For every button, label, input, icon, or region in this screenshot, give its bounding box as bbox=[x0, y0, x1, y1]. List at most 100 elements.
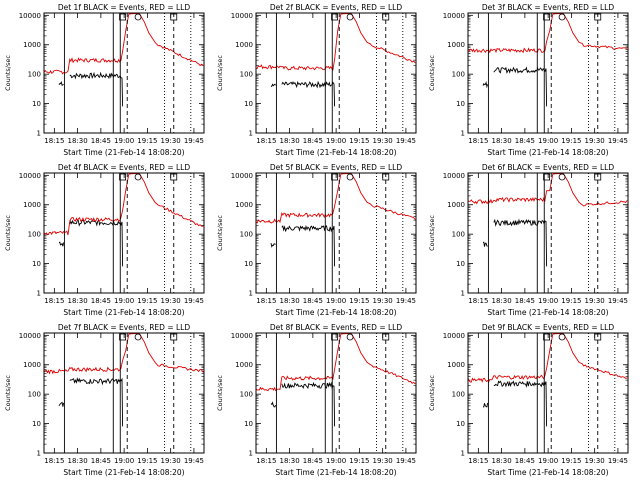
panel-title: Det 7f BLACK = Events, RED = LLD bbox=[58, 323, 191, 332]
x-tick-label: 19:15 bbox=[137, 297, 157, 305]
panel-det-8: Det 8f BLACK = Events, RED = LLD Counts/s… bbox=[216, 323, 417, 477]
y-tick-label: 10 bbox=[244, 420, 253, 428]
y-tick-label: 10 bbox=[32, 260, 41, 268]
events-early-segment bbox=[482, 81, 489, 89]
plot-frame bbox=[43, 12, 205, 134]
x-tick-label: 18:15 bbox=[44, 457, 64, 465]
x-tick-label: 18:45 bbox=[303, 297, 323, 305]
top-marker-box bbox=[382, 173, 390, 181]
top-marker-box bbox=[119, 13, 126, 21]
panel-title: Det 4f BLACK = Events, RED = LLD bbox=[58, 163, 191, 172]
events-line bbox=[493, 380, 548, 427]
x-tick-label: 18:15 bbox=[256, 297, 276, 305]
events-line bbox=[281, 80, 336, 107]
panel-det-7: Det 7f BLACK = Events, RED = LLD Counts/s… bbox=[4, 323, 205, 477]
events-line bbox=[493, 66, 548, 107]
x-tick-label: 18:15 bbox=[44, 297, 64, 305]
y-tick-label: 100 bbox=[452, 231, 465, 239]
y-tick-label: 1000 bbox=[235, 201, 253, 209]
y-axis-label: Counts/sec bbox=[216, 215, 224, 251]
y-axis-label: Counts/sec bbox=[4, 55, 12, 91]
x-tick-label: 19:30 bbox=[585, 457, 605, 465]
x-tick-label: 19:45 bbox=[184, 297, 204, 305]
lld-line bbox=[467, 13, 628, 54]
x-tick-label: 18:15 bbox=[468, 457, 488, 465]
panel-det-2: Det 2f BLACK = Events, RED = LLD Counts/s… bbox=[216, 3, 417, 157]
x-axis-label: Start Time (21-Feb-14 18:08:20) bbox=[63, 308, 184, 317]
top-marker-box bbox=[170, 13, 178, 21]
x-tick-label: 18:30 bbox=[492, 457, 512, 465]
top-marker-circle bbox=[558, 13, 566, 21]
events-early-segment bbox=[270, 83, 276, 88]
x-tick-label: 18:15 bbox=[468, 137, 488, 145]
x-tick-label: 19:00 bbox=[326, 137, 346, 145]
x-axis-label: Start Time (21-Feb-14 18:08:20) bbox=[63, 148, 184, 157]
y-tick-label: 10000 bbox=[231, 172, 253, 180]
x-tick-label: 19:45 bbox=[184, 457, 204, 465]
y-axis-label: Counts/sec bbox=[4, 215, 12, 251]
events-early-segment bbox=[482, 241, 488, 247]
y-tick-label: 10000 bbox=[19, 172, 41, 180]
panel-title: Det 8f BLACK = Events, RED = LLD bbox=[270, 323, 403, 332]
top-marker-box bbox=[170, 173, 178, 181]
y-tick-label: 1 bbox=[461, 450, 465, 458]
y-axis-label: Counts/sec bbox=[428, 375, 436, 411]
x-tick-label: 18:45 bbox=[91, 297, 111, 305]
x-axis-label: Start Time (21-Feb-14 18:08:20) bbox=[275, 148, 396, 157]
y-tick-label: 100 bbox=[452, 71, 465, 79]
y-tick-label: 10 bbox=[456, 260, 465, 268]
y-tick-label: 1000 bbox=[23, 201, 41, 209]
x-tick-label: 18:15 bbox=[256, 137, 276, 145]
x-tick-label: 19:00 bbox=[538, 297, 558, 305]
panel-title: Det 6f BLACK = Events, RED = LLD bbox=[482, 163, 615, 172]
x-tick-label: 19:00 bbox=[114, 297, 134, 305]
y-tick-label: 10000 bbox=[443, 332, 465, 340]
x-tick-label: 19:00 bbox=[538, 457, 558, 465]
x-axis-label: Start Time (21-Feb-14 18:08:20) bbox=[275, 468, 396, 477]
y-tick-label: 1 bbox=[461, 130, 465, 138]
lld-line bbox=[467, 333, 628, 383]
panel-title: Det 2f BLACK = Events, RED = LLD bbox=[270, 3, 403, 12]
top-marker-circle bbox=[346, 13, 354, 21]
x-tick-label: 19:30 bbox=[585, 297, 605, 305]
x-tick-label: 19:00 bbox=[326, 457, 346, 465]
top-marker-box bbox=[331, 173, 338, 181]
events-early-segment bbox=[270, 401, 277, 408]
y-tick-label: 1 bbox=[249, 450, 253, 458]
x-tick-label: 19:30 bbox=[161, 457, 181, 465]
top-marker-box bbox=[119, 333, 126, 341]
y-tick-label: 100 bbox=[28, 71, 41, 79]
x-tick-label: 18:30 bbox=[280, 137, 300, 145]
y-axis-label: Counts/sec bbox=[216, 55, 224, 91]
x-tick-label: 19:15 bbox=[561, 457, 581, 465]
x-tick-label: 19:30 bbox=[373, 457, 393, 465]
panel-det-5: Det 5f BLACK = Events, RED = LLD Counts/s… bbox=[216, 163, 417, 317]
lld-line bbox=[43, 173, 204, 236]
y-tick-label: 10 bbox=[244, 100, 253, 108]
y-tick-label: 100 bbox=[240, 391, 253, 399]
y-tick-label: 10000 bbox=[19, 12, 41, 20]
y-tick-label: 1000 bbox=[23, 361, 41, 369]
y-tick-label: 10000 bbox=[443, 12, 465, 20]
x-tick-label: 19:15 bbox=[137, 137, 157, 145]
events-early-segment bbox=[58, 81, 64, 87]
x-tick-label: 19:30 bbox=[373, 137, 393, 145]
panel-det-6: Det 6f BLACK = Events, RED = LLD Counts/s… bbox=[428, 163, 629, 317]
plot-frame bbox=[255, 12, 417, 134]
y-tick-label: 1 bbox=[249, 290, 253, 298]
panel-title: Det 3f BLACK = Events, RED = LLD bbox=[482, 3, 615, 12]
y-tick-label: 10000 bbox=[231, 12, 253, 20]
top-marker-circle bbox=[558, 333, 566, 341]
y-tick-label: 10 bbox=[32, 100, 41, 108]
top-marker-box bbox=[543, 333, 550, 341]
top-marker-circle bbox=[134, 13, 142, 21]
x-tick-label: 19:15 bbox=[349, 137, 369, 145]
y-tick-label: 100 bbox=[240, 231, 253, 239]
y-tick-label: 10000 bbox=[443, 172, 465, 180]
x-tick-label: 18:45 bbox=[515, 457, 535, 465]
events-line bbox=[69, 71, 124, 107]
y-tick-label: 1000 bbox=[447, 361, 465, 369]
y-tick-label: 10 bbox=[456, 420, 465, 428]
x-tick-label: 19:45 bbox=[184, 137, 204, 145]
